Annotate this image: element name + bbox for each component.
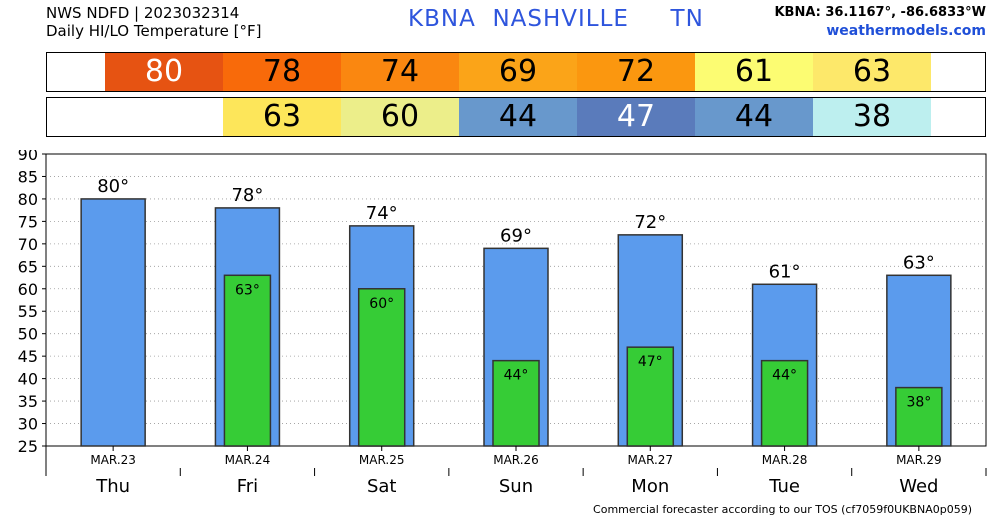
station-name: NASHVILLE: [492, 6, 629, 32]
hi-bar-label: 72°: [634, 212, 666, 233]
header-right: KBNA: 36.1167°, -86.6833°W weathermodels…: [774, 4, 986, 40]
y-tick-label: 35: [18, 392, 38, 411]
band-cell: 80: [105, 53, 223, 91]
x-day-label: Sun: [499, 476, 533, 497]
band-cell: 78: [223, 53, 341, 91]
lo-bar-label: 60°: [369, 296, 394, 312]
hi-bar-label: 61°: [769, 261, 801, 282]
x-date-label: MAR.28: [762, 453, 808, 467]
station-state: TN: [670, 6, 704, 32]
x-day-label: Wed: [899, 476, 938, 497]
x-date-label: MAR.29: [896, 453, 942, 467]
lo-bar-label: 44°: [504, 368, 529, 384]
coords-label: KBNA: 36.1167°, -86.6833°W: [774, 5, 986, 20]
footer-note: Commercial forecaster according to our T…: [593, 503, 972, 516]
band-cell: 74: [341, 53, 459, 91]
y-tick-label: 80: [18, 190, 38, 209]
x-day-label: Thu: [95, 476, 130, 497]
lo-bar: [223, 274, 272, 447]
y-tick-label: 40: [18, 370, 38, 389]
band-cell: 47: [577, 98, 695, 136]
hi-bar-label: 74°: [366, 203, 398, 224]
y-tick-label: 55: [18, 302, 38, 321]
hi-bar-label: 63°: [903, 252, 935, 273]
temperature-chart: 90 85 80 75 70 65 60 55 50 45 40 35 30 25 80° MAR.23 Thu…: [18, 150, 987, 497]
model-run-label: NWS NDFD | 2023032314: [46, 4, 240, 22]
band-cell: 44: [459, 98, 577, 136]
band-cell: 44: [695, 98, 813, 136]
y-tick-label: 25: [18, 437, 38, 456]
hi-bar-label: 80°: [97, 176, 129, 197]
x-date-label: MAR.24: [225, 453, 271, 467]
y-tick-label: 75: [18, 212, 38, 231]
lo-bar: [760, 359, 809, 447]
x-date-label: MAR.26: [493, 453, 539, 467]
lo-bar: [357, 288, 406, 447]
band-cell: 38: [813, 98, 931, 136]
x-day-label: Sat: [367, 476, 397, 497]
y-tick-label: 45: [18, 347, 38, 366]
hi-bar-label: 69°: [500, 225, 532, 246]
x-date-label: MAR.27: [628, 453, 674, 467]
station-code: KBNA: [408, 6, 476, 32]
band-cell: 60: [341, 98, 459, 136]
header-left: NWS NDFD | 2023032314 Daily HI/LO Temper…: [46, 4, 262, 40]
band-cell: 63: [223, 98, 341, 136]
product-label: Daily HI/LO Temperature [°F]: [46, 22, 262, 40]
hi-temp-band: 80 78 74 69 72 61 63: [46, 52, 986, 92]
y-tick-label: 50: [18, 325, 38, 344]
x-day-label: Mon: [631, 476, 669, 497]
x-date-label: MAR.23: [90, 453, 136, 467]
lo-bar: [895, 386, 943, 447]
x-date-label: MAR.25: [359, 453, 405, 467]
band-cell: 61: [695, 53, 813, 91]
x-day-label: Tue: [768, 476, 800, 497]
station-title: KBNA NASHVILLE TN: [408, 6, 704, 32]
site-link[interactable]: weathermodels.com: [826, 23, 986, 39]
y-tick-label: 85: [18, 167, 38, 186]
band-cell: 72: [577, 53, 695, 91]
y-tick-label: 60: [18, 280, 38, 299]
lo-bar-label: 47°: [638, 354, 663, 370]
lo-bar-label: 38°: [906, 395, 931, 411]
band-cell: 63: [813, 53, 931, 91]
y-tick-label: 70: [18, 235, 38, 254]
y-tick-label: 30: [18, 415, 38, 434]
x-day-label: Fri: [237, 476, 258, 497]
y-tick-label: 65: [18, 257, 38, 276]
lo-bar-label: 63°: [235, 282, 260, 298]
hi-bar: [80, 198, 146, 447]
band-cell: 69: [459, 53, 577, 91]
y-tick-label: 90: [18, 150, 38, 164]
lo-temp-band: 63 60 44 47 44 38: [46, 97, 986, 137]
lo-bar-label: 44°: [772, 368, 797, 384]
hi-bar-label: 78°: [231, 185, 263, 206]
lo-bar: [492, 359, 540, 447]
